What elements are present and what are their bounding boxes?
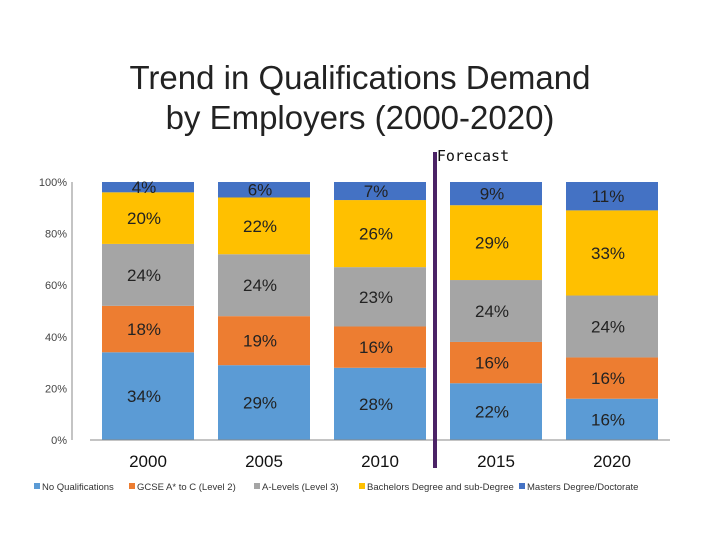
bar-segment: [566, 295, 658, 358]
legend-swatch: [359, 483, 365, 489]
bar-segment: [102, 192, 194, 244]
bar-segment: [450, 205, 542, 281]
data-label: 28%: [359, 395, 393, 414]
legend-swatch: [519, 483, 525, 489]
data-label: 16%: [591, 410, 625, 429]
data-label: 26%: [359, 225, 393, 244]
legend-entry: GCSE A* to C (Level 2): [137, 482, 236, 493]
bar-segment: [218, 182, 310, 198]
bar-segment: [566, 398, 658, 440]
y-tick-label: 80%: [45, 229, 67, 241]
data-label: 24%: [127, 266, 161, 285]
forecast-label: Forecast: [437, 147, 509, 165]
y-tick-label: 100%: [39, 177, 67, 189]
bar-segment: [218, 316, 310, 366]
bar-segment: [218, 365, 310, 440]
bar-segment: [566, 182, 658, 211]
bar-segment: [102, 352, 194, 440]
x-tick-label: 2010: [361, 452, 399, 471]
data-label: 9%: [480, 185, 505, 204]
bar-segment: [450, 280, 542, 342]
data-label: 18%: [127, 320, 161, 339]
data-label: 29%: [475, 234, 509, 253]
legend-swatch: [34, 483, 40, 489]
data-label: 20%: [127, 209, 161, 228]
legend-entry: No Qualifications: [42, 482, 114, 493]
data-label: 23%: [359, 288, 393, 307]
x-tick-label: 2020: [593, 452, 631, 471]
chart-title-line-1: Trend in Qualifications Demand: [129, 59, 591, 96]
legend-swatch: [129, 483, 135, 489]
y-tick-label: 0%: [51, 435, 67, 447]
x-tick-label: 2015: [477, 452, 515, 471]
bar-segment: [218, 197, 310, 255]
bar-segment: [566, 210, 658, 296]
data-label: 24%: [591, 317, 625, 336]
chart-title: Trend in Qualifications Demand by Employ…: [60, 58, 660, 138]
bar-segment: [334, 182, 426, 201]
data-label: 33%: [591, 244, 625, 263]
bar-segment: [102, 305, 194, 353]
bar-segment: [218, 254, 310, 317]
data-label: 24%: [243, 276, 277, 295]
bar-segment: [334, 367, 426, 440]
data-label: 11%: [592, 187, 625, 206]
data-label: 19%: [243, 332, 277, 351]
bar-segment: [450, 182, 542, 206]
data-label: 34%: [127, 387, 161, 406]
chart-title-line-2: by Employers (2000-2020): [165, 99, 555, 136]
data-label: 16%: [475, 354, 509, 373]
data-label: 6%: [248, 181, 273, 200]
legend-entry: A-Levels (Level 3): [262, 482, 339, 493]
x-tick-label: 2000: [129, 452, 167, 471]
y-tick-label: 20%: [45, 383, 67, 395]
bar-segment: [566, 357, 658, 399]
y-tick-label: 60%: [45, 280, 67, 292]
data-label: 7%: [364, 182, 389, 201]
data-label: 22%: [243, 217, 277, 236]
bar-segment: [334, 267, 426, 327]
bar-segment: [334, 326, 426, 368]
data-label: 24%: [475, 302, 509, 321]
bar-segment: [102, 182, 194, 193]
legend-entry: Masters Degree/Doctorate: [527, 482, 638, 493]
bar-segment: [450, 341, 542, 384]
y-tick-label: 40%: [45, 332, 67, 344]
bar-segment: [102, 243, 194, 306]
legend-entry: Bachelors Degree and sub-Degree: [367, 482, 514, 493]
data-label: 22%: [475, 403, 509, 422]
bar-segment: [450, 383, 542, 440]
data-label: 16%: [591, 369, 625, 388]
bar-segment: [334, 200, 426, 268]
data-label: 4%: [132, 178, 157, 197]
legend-swatch: [254, 483, 260, 489]
data-label: 16%: [359, 338, 393, 357]
data-label: 29%: [243, 394, 277, 413]
x-tick-label: 2005: [245, 452, 283, 471]
